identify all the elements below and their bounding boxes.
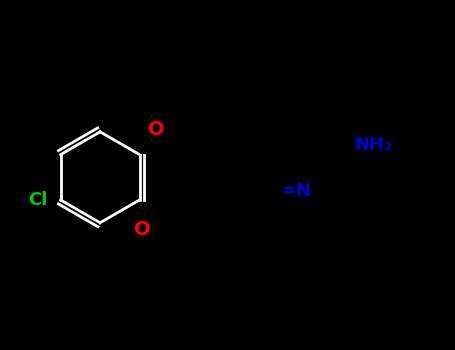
- Text: =N: =N: [281, 182, 311, 200]
- Text: O: O: [134, 220, 151, 239]
- Text: NH₂: NH₂: [354, 136, 392, 154]
- Text: Cl: Cl: [28, 191, 48, 209]
- Text: O: O: [148, 120, 165, 139]
